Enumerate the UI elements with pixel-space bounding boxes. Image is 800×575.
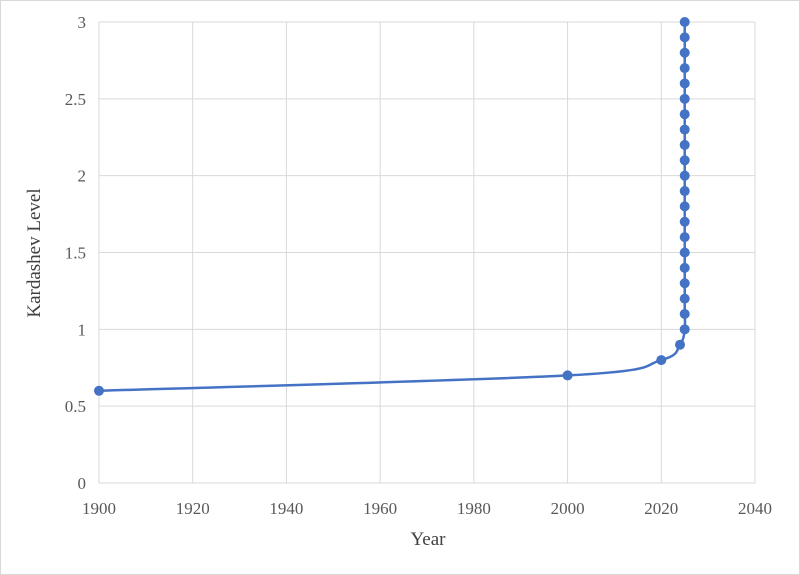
data-point xyxy=(679,78,690,89)
data-point xyxy=(679,93,690,104)
series-group xyxy=(94,17,690,396)
data-point xyxy=(679,124,690,135)
data-point xyxy=(679,278,690,289)
data-point xyxy=(679,232,690,243)
data-point xyxy=(94,385,104,396)
y-tick-label: 0.5 xyxy=(65,397,86,416)
data-point xyxy=(656,355,667,366)
x-tick-label: 2000 xyxy=(551,499,585,518)
x-tick-label: 1920 xyxy=(176,499,210,518)
data-point xyxy=(679,32,690,43)
y-tick-label: 3 xyxy=(78,13,87,32)
data-point xyxy=(679,47,690,58)
x-tick-label: 2040 xyxy=(738,499,772,518)
data-point xyxy=(679,170,690,181)
series-line xyxy=(98,22,687,393)
data-point xyxy=(679,63,690,74)
y-tick-label: 2.5 xyxy=(65,90,86,109)
data-point xyxy=(679,109,690,120)
x-axis-title: Year xyxy=(410,529,446,550)
data-point xyxy=(679,262,690,273)
data-point xyxy=(679,293,690,304)
x-axis-ticks: 1900 1920 1940 1960 1980 2000 2020 2040 xyxy=(82,499,772,518)
data-point xyxy=(679,139,690,150)
y-tick-label: 2 xyxy=(78,167,87,186)
x-tick-label: 1980 xyxy=(457,499,491,518)
data-point xyxy=(679,186,690,197)
data-point xyxy=(679,216,690,227)
y-axis-ticks: 0 0.5 1 1.5 2 2.5 3 xyxy=(65,13,86,493)
data-point xyxy=(679,324,690,335)
data-point xyxy=(679,201,690,212)
y-tick-label: 1.5 xyxy=(65,244,86,263)
data-point xyxy=(679,247,690,258)
y-tick-label: 0 xyxy=(78,474,87,493)
data-point xyxy=(562,370,573,381)
y-tick-label: 1 xyxy=(78,320,87,339)
x-tick-label: 1940 xyxy=(269,499,303,518)
data-point xyxy=(679,155,690,166)
x-tick-label: 2020 xyxy=(644,499,678,518)
x-tick-label: 1900 xyxy=(82,499,116,518)
data-point xyxy=(679,308,690,319)
data-point xyxy=(679,17,690,27)
data-point xyxy=(675,339,686,350)
x-tick-label: 1960 xyxy=(363,499,397,518)
gridlines xyxy=(98,21,756,484)
y-axis-title: Kardashev Level xyxy=(24,188,45,317)
